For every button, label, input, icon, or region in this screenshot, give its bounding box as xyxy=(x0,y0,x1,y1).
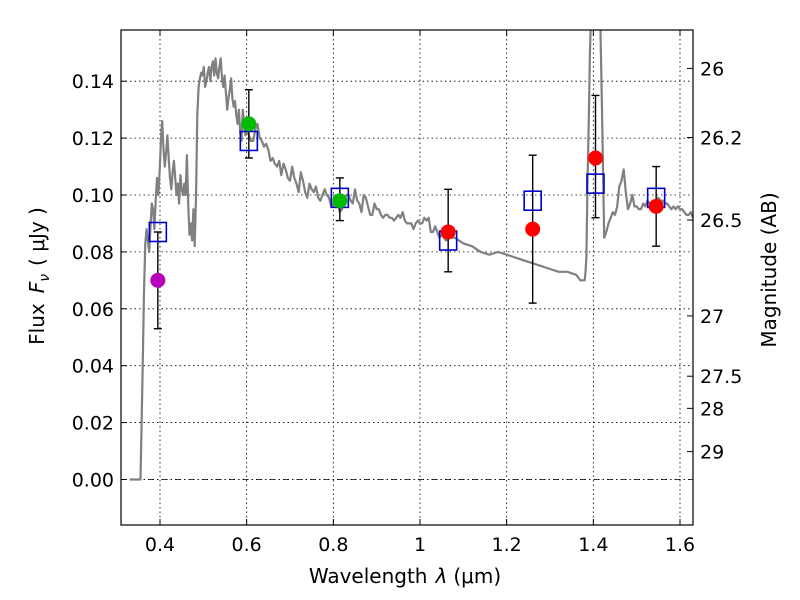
y-axis-label-unit: ( μJy ) xyxy=(25,207,49,266)
y-axis-label-subscript: ν xyxy=(37,274,53,282)
y-axis-label-symbol: F xyxy=(25,281,49,293)
plot-frame xyxy=(120,29,694,526)
observed-flux-marker xyxy=(150,272,166,288)
model-sed-layer xyxy=(129,30,693,481)
x-tick-label: 1.4 xyxy=(578,534,608,556)
y-tick-label: 0.00 xyxy=(72,469,114,491)
x-axis-label: Wavelength λ (μm) xyxy=(309,564,501,588)
y2-tick-label: 26 xyxy=(700,58,724,80)
x-axis-label-symbol: λ xyxy=(435,564,448,588)
x-axis-label-unit: (μm) xyxy=(453,564,501,588)
y-tick-label: 0.02 xyxy=(72,413,114,435)
model-sed-curve xyxy=(129,30,693,481)
y-tick-label: 0.04 xyxy=(72,356,114,378)
x-axis-ticks: 0.4 0.6 0.8 1 1.2 1.4 1.6 xyxy=(145,30,695,556)
y-tick-label: 0.14 xyxy=(72,71,114,93)
error-bars-layer xyxy=(153,89,661,330)
y2-axis-label: Magnitude (AB) xyxy=(757,192,781,347)
y-axis-label-text: Flux xyxy=(25,303,49,345)
observed-flux-marker xyxy=(588,150,603,166)
y-axis-label: Flux Fν ( μJy ) xyxy=(25,207,53,345)
model-flux-marker xyxy=(239,130,259,152)
x-tick-label: 1 xyxy=(414,534,426,556)
observed-points-layer xyxy=(150,116,664,288)
observed-flux-marker xyxy=(241,116,257,132)
x-tick-label: 0.4 xyxy=(145,534,175,556)
observed-flux-marker xyxy=(332,193,348,209)
observed-flux-marker xyxy=(525,221,541,237)
grid-lines xyxy=(121,30,693,525)
y2-tick-label: 26.2 xyxy=(700,128,742,150)
x-tick-label: 1.6 xyxy=(665,534,695,556)
y-tick-label: 0.08 xyxy=(72,242,114,264)
x-axis-label-text: Wavelength xyxy=(309,564,428,588)
x-tick-label: 1.2 xyxy=(492,534,522,556)
model-flux-marker xyxy=(586,173,605,194)
y-tick-label: 0.06 xyxy=(72,299,114,321)
observed-flux-marker xyxy=(440,224,456,240)
model-points-layer xyxy=(148,130,666,251)
y-tick-label: 0.12 xyxy=(72,128,114,150)
y2-tick-label: 27.5 xyxy=(700,366,742,388)
y2-tick-label: 26.5 xyxy=(700,210,742,232)
model-flux-marker xyxy=(148,221,168,243)
y2-axis-ticks: 26 26.2 26.5 27 27.5 28 29 xyxy=(687,58,742,464)
y-axis-ticks: 0.00 0.02 0.04 0.06 0.08 0.10 0.12 0.14 xyxy=(72,71,127,491)
y2-tick-label: 28 xyxy=(700,398,724,420)
x-tick-label: 0.6 xyxy=(232,534,262,556)
y2-tick-label: 29 xyxy=(700,442,724,464)
observed-flux-marker xyxy=(648,198,664,214)
y-tick-label: 0.10 xyxy=(72,185,114,207)
y2-tick-label: 27 xyxy=(700,306,724,328)
model-flux-marker xyxy=(523,190,542,211)
x-tick-label: 0.8 xyxy=(318,534,348,556)
